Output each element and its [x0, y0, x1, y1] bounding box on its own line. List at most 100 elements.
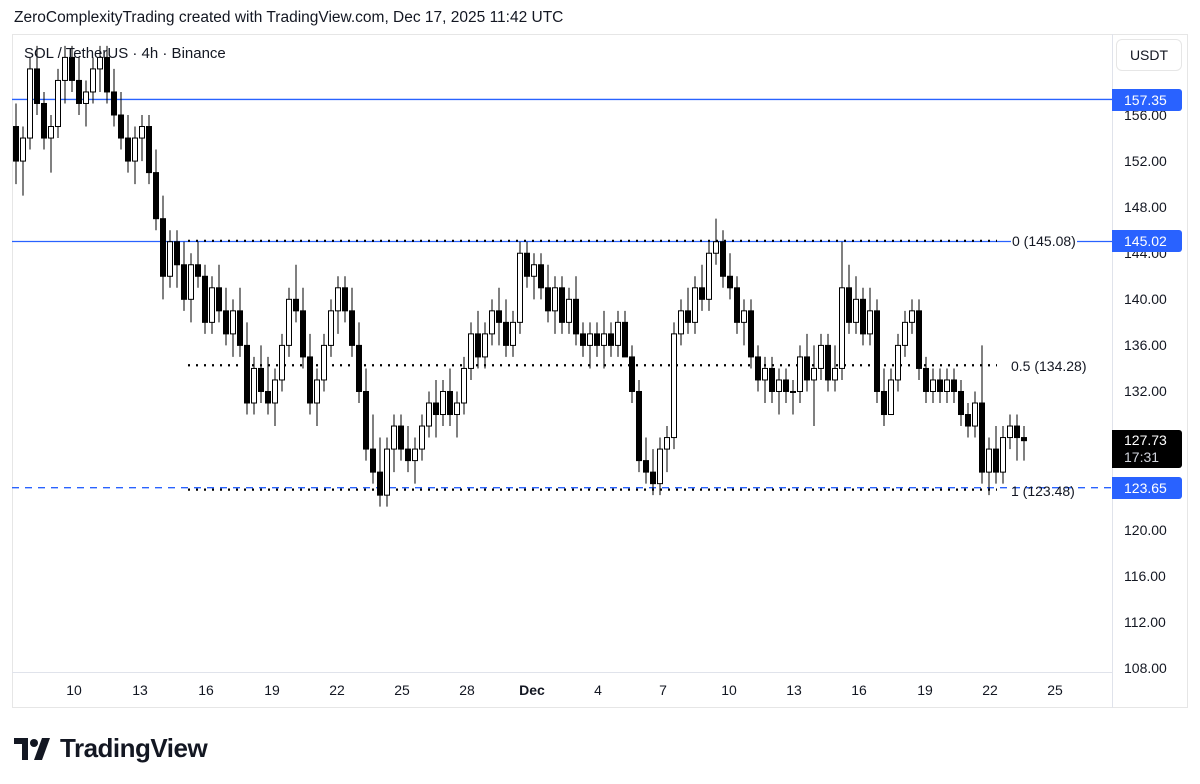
candle-up: [412, 448, 418, 462]
candle-down: [244, 344, 250, 404]
candle-down: [76, 79, 82, 104]
candle-up: [776, 379, 782, 392]
candle-down: [923, 367, 929, 392]
time-tick: 19: [917, 682, 933, 698]
candle-up: [83, 91, 89, 104]
candle-up: [818, 344, 824, 369]
candle-up: [188, 264, 194, 300]
candle-down: [216, 287, 222, 312]
candle-up: [657, 448, 663, 485]
candle-down: [377, 471, 383, 496]
candle-up: [272, 379, 278, 404]
candle-down: [580, 333, 586, 346]
candle-up: [251, 367, 257, 404]
candle-down: [146, 126, 152, 174]
candle-down: [783, 379, 789, 392]
candle-down: [951, 379, 957, 392]
candle-up: [230, 310, 236, 335]
candle-up: [797, 356, 803, 392]
candle-down: [202, 275, 208, 323]
candle-down: [1014, 425, 1020, 439]
candle-up: [90, 68, 96, 93]
candle-up: [286, 298, 292, 346]
candle-up: [986, 448, 992, 473]
candle-down: [237, 310, 243, 346]
candle-down: [524, 252, 530, 277]
time-tick: 16: [851, 682, 867, 698]
candle-down: [846, 287, 852, 323]
attribution-header: ZeroComplexityTrading created with Tradi…: [14, 9, 564, 26]
candle-down: [398, 425, 404, 450]
candle-down: [258, 367, 264, 392]
candle-down: [755, 356, 761, 381]
price-tick: 140.00: [1124, 291, 1167, 308]
time-tick: 4: [594, 682, 602, 698]
fib-label-1: 1 (123.48): [1011, 483, 1075, 499]
candle-down: [720, 241, 726, 277]
price-axis[interactable]: [1112, 34, 1188, 708]
candle-up: [839, 287, 845, 369]
time-tick: 10: [721, 682, 737, 698]
candle-down: [118, 114, 124, 139]
candle-up: [314, 379, 320, 404]
time-tick: 19: [264, 682, 280, 698]
candle-up: [132, 137, 138, 162]
price-tick: 152.00: [1124, 153, 1167, 170]
candle-down: [559, 287, 565, 323]
candle-up: [482, 333, 488, 358]
candle-down: [405, 448, 411, 462]
price-tick: 116.00: [1124, 567, 1166, 584]
time-tick: 22: [329, 682, 345, 698]
candle-down: [699, 287, 705, 300]
tradingview-logo[interactable]: TradingView: [14, 733, 208, 764]
time-axis[interactable]: [12, 672, 1112, 708]
candle-down: [363, 390, 369, 450]
price-tick: 108.00: [1124, 659, 1167, 676]
candle-down: [69, 56, 75, 81]
candle-down: [958, 390, 964, 416]
candle-up: [510, 321, 516, 346]
candle-up: [895, 344, 901, 381]
currency-unit-button[interactable]: USDT: [1116, 39, 1182, 71]
candle-up: [566, 298, 572, 323]
time-tick: 25: [394, 682, 410, 698]
time-tick: 10: [66, 682, 82, 698]
candle-down: [965, 414, 971, 427]
time-tick: 22: [982, 682, 998, 698]
time-tick: 28: [459, 682, 475, 698]
candle-up: [167, 241, 173, 277]
candle-up: [489, 310, 495, 335]
candle-down: [496, 310, 502, 323]
candle-up: [468, 333, 474, 369]
candle-down: [804, 356, 810, 381]
candle-up: [552, 287, 558, 312]
time-tick: Dec: [519, 682, 545, 698]
candle-down: [727, 275, 733, 289]
candle-down: [181, 264, 187, 300]
candle-up: [419, 425, 425, 450]
time-tick: 13: [786, 682, 802, 698]
chart-frame: [12, 34, 1188, 708]
candle-up: [664, 437, 670, 450]
candle-up: [867, 310, 873, 335]
price-label-lower-line: 123.65: [1112, 477, 1182, 499]
candle-up: [335, 287, 341, 312]
candle-down: [265, 390, 271, 404]
candle-down: [447, 390, 453, 416]
candle-down: [1021, 437, 1027, 442]
candle-down: [860, 298, 866, 335]
candle-up: [321, 344, 327, 381]
candle-up: [454, 402, 460, 416]
candle-down: [881, 390, 887, 416]
candle-down: [356, 344, 362, 392]
candle-down: [538, 264, 544, 289]
candle-up: [531, 264, 537, 277]
candle-down: [41, 102, 47, 139]
chart-plot-area[interactable]: [12, 34, 1112, 672]
candle-up: [587, 333, 593, 346]
candle-up: [811, 367, 817, 381]
candle-down: [545, 287, 551, 312]
candle-down: [13, 126, 19, 162]
candle-down: [643, 460, 649, 473]
candlestick-chart[interactable]: [12, 34, 1112, 672]
